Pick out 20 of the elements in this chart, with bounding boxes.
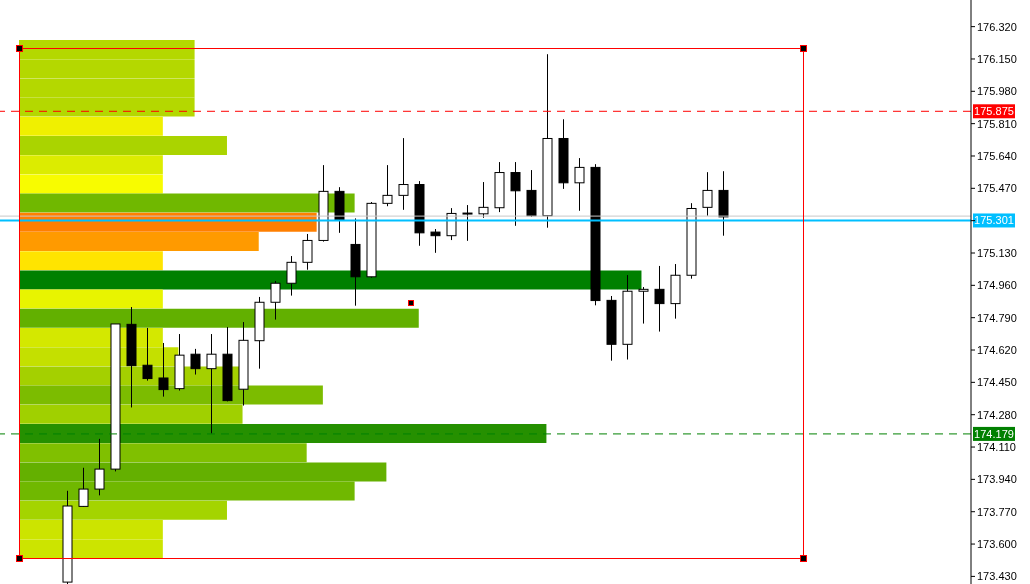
ref-line-label: 174.179 [974,427,1014,440]
y-tick-label: 174.280 [977,408,1017,421]
y-tick-label: 176.150 [977,52,1017,65]
y-tick-label: 173.770 [977,505,1017,518]
y-tick-label: 174.110 [977,440,1016,453]
y-tick-label: 173.600 [977,537,1017,550]
y-tick-label: 174.450 [977,376,1017,389]
y-tick-label: 175.980 [977,85,1017,98]
y-tick-label: 175.640 [977,149,1017,162]
ref-line-label: 175.301 [974,214,1014,227]
y-tick-label: 173.940 [977,473,1017,486]
y-tick-label: 175.130 [977,246,1017,259]
ref-line-label: 175.875 [974,105,1014,118]
y-tick-label: 176.320 [977,20,1017,33]
y-tick-label: 175.470 [977,182,1017,195]
y-tick-label: 174.960 [977,279,1017,292]
y-tick-label: 173.430 [977,570,1017,583]
y-tick-label: 175.810 [977,117,1017,130]
y-tick-label: 174.790 [977,311,1017,324]
y-tick-label: 174.620 [977,343,1017,356]
